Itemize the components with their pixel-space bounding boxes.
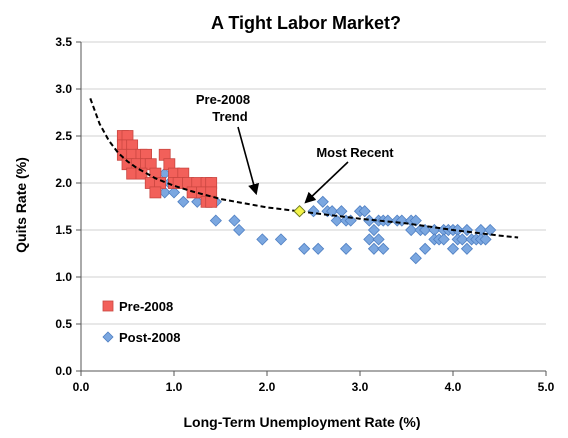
y-axis-title: Quits Rate (%) bbox=[13, 157, 29, 253]
post-2008-point bbox=[358, 205, 371, 218]
most-recent-point bbox=[293, 204, 306, 218]
post-2008-point bbox=[228, 214, 241, 227]
x-tick-label: 1.0 bbox=[166, 380, 183, 394]
series-pre-2008 bbox=[116, 130, 218, 208]
pre-2008-trend-curve bbox=[89, 98, 519, 239]
legend: Pre-2008 Post-2008 bbox=[102, 299, 180, 345]
most-recent-marker bbox=[293, 204, 306, 218]
post-2008-point bbox=[456, 233, 469, 246]
x-tick-label: 3.0 bbox=[352, 380, 369, 394]
x-tick-label: 0.0 bbox=[73, 380, 90, 394]
y-tick-label: 1.5 bbox=[55, 223, 72, 237]
annotation-pre-2008-trend: Pre-2008 Trend bbox=[196, 92, 260, 196]
axes bbox=[80, 42, 546, 372]
post-2008-point bbox=[256, 233, 269, 246]
annotation-pre-2008-trend-arrow bbox=[237, 126, 260, 196]
x-tick-labels: 0.0 1.0 2.0 3.0 4.0 5.0 bbox=[73, 371, 555, 394]
annotation-most-recent-arrow bbox=[304, 161, 349, 204]
post-2008-point bbox=[326, 205, 339, 218]
annotation-most-recent-label: Most Recent bbox=[316, 145, 394, 160]
series-post-2008 bbox=[158, 167, 497, 265]
post-2008-point bbox=[307, 205, 320, 218]
post-2008-point bbox=[367, 242, 381, 255]
chart-title: A Tight Labor Market? bbox=[211, 13, 401, 33]
y-tick-label: 0.0 bbox=[55, 364, 72, 378]
annotation-pre-2008-trend-line-2: Trend bbox=[212, 109, 247, 124]
legend-marker-pre-2008 bbox=[102, 300, 114, 312]
x-tick-label: 4.0 bbox=[445, 380, 462, 394]
post-2008-point bbox=[167, 186, 181, 199]
post-2008-point bbox=[460, 223, 474, 237]
post-2008-point bbox=[405, 223, 418, 237]
y-tick-label: 2.0 bbox=[55, 176, 72, 190]
trend-line bbox=[89, 98, 519, 239]
post-2008-point bbox=[479, 233, 492, 246]
pre-2008-point bbox=[149, 186, 162, 199]
post-2008-point bbox=[437, 233, 450, 246]
post-2008-point bbox=[372, 233, 385, 246]
legend-label-post-2008: Post-2008 bbox=[119, 330, 180, 345]
y-tick-label: 2.5 bbox=[55, 129, 72, 143]
post-2008-point bbox=[419, 242, 432, 255]
post-2008-point bbox=[446, 242, 460, 255]
post-2008-point bbox=[460, 242, 474, 255]
post-2008-point bbox=[335, 205, 348, 218]
post-2008-point bbox=[409, 252, 422, 265]
post-2008-point bbox=[312, 242, 325, 255]
post-2008-point bbox=[274, 233, 288, 246]
y-tick-labels: 0.0 0.5 1.0 1.5 2.0 2.5 3.0 3.5 bbox=[55, 35, 81, 378]
post-2008-point bbox=[377, 242, 390, 255]
legend-label-pre-2008: Pre-2008 bbox=[119, 299, 173, 314]
post-2008-point bbox=[177, 195, 190, 208]
x-tick-label: 2.0 bbox=[259, 380, 276, 394]
post-2008-point bbox=[339, 242, 353, 255]
x-tick-label: 5.0 bbox=[538, 380, 555, 394]
post-2008-point bbox=[330, 214, 343, 227]
pre-2008-point bbox=[205, 195, 218, 208]
post-2008-point bbox=[233, 223, 246, 237]
post-2008-point bbox=[363, 233, 376, 246]
y-tick-label: 1.0 bbox=[55, 270, 72, 284]
post-2008-point bbox=[298, 242, 311, 255]
annotation-most-recent: Most Recent bbox=[304, 145, 394, 204]
post-2008-point bbox=[367, 223, 381, 237]
post-2008-point bbox=[484, 223, 497, 237]
x-axis-title: Long-Term Unemployment Rate (%) bbox=[184, 414, 421, 430]
post-2008-point bbox=[316, 195, 329, 208]
post-2008-point bbox=[209, 214, 222, 227]
legend-marker-post-2008 bbox=[102, 331, 114, 343]
y-tick-label: 3.0 bbox=[55, 82, 72, 96]
y-tick-label: 3.5 bbox=[55, 35, 72, 49]
y-tick-label: 0.5 bbox=[55, 317, 72, 331]
annotation-pre-2008-trend-line-1: Pre-2008 bbox=[196, 92, 250, 107]
